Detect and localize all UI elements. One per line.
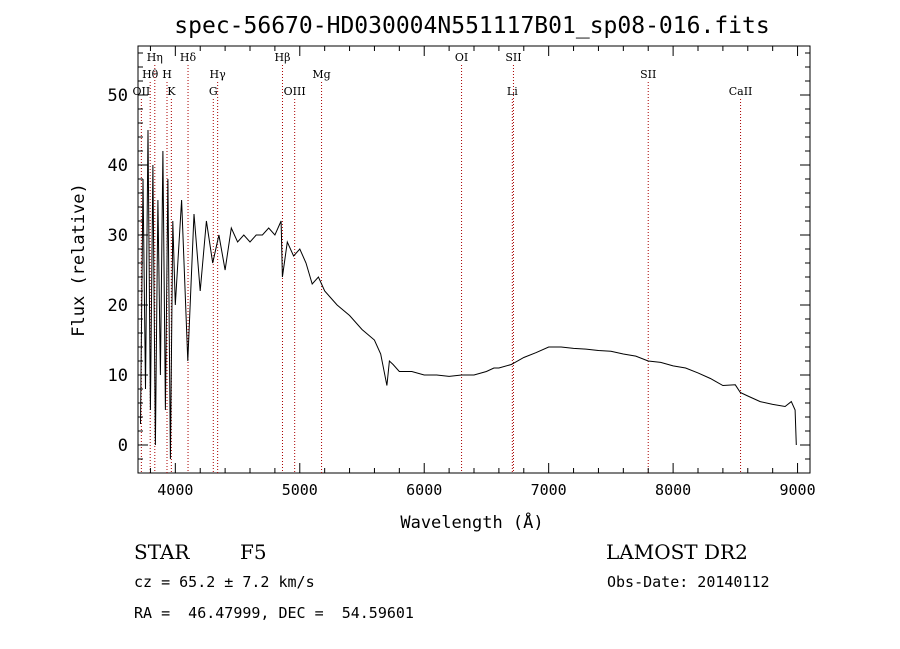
marker-label: SII (505, 51, 521, 64)
x-tick-label: 5000 (282, 481, 318, 499)
marker-label: OI (455, 51, 468, 64)
subclass-label: F5 (240, 540, 267, 564)
survey-label: LAMOST DR2 (606, 540, 748, 564)
spectral-line-markers: OII Hθ Hη HK Hδ Hγ G Hβ OIII Mg OI SII Li SII CaII (133, 51, 753, 473)
marker-label: CaII (729, 85, 753, 98)
marker-label: H (162, 68, 172, 81)
y-tick-label: 10 (108, 366, 128, 386)
plot-frame (137, 45, 811, 474)
marker-label: K (167, 85, 176, 98)
marker-label: Hγ (210, 68, 227, 81)
spectrum-series-line (140, 129, 797, 460)
y-tick-label: 40 (108, 156, 128, 176)
marker-label: OII (133, 85, 151, 98)
marker-label: Mg (312, 68, 330, 81)
redshift-text: cz = 65.2 ± 7.2 km/s (134, 573, 315, 591)
y-tick-label: 30 (108, 226, 128, 246)
y-tick-label: 0 (118, 436, 128, 456)
x-tick-label: 8000 (655, 481, 691, 499)
marker-label: OIII (284, 85, 306, 98)
chart-title: spec-56670-HD030004N551117B01_sp08-016.f… (174, 13, 769, 39)
marker-label: SII (640, 68, 656, 81)
obs-date-text: Obs-Date: 20140112 (607, 573, 770, 591)
coordinates-text: RA = 46.47999, DEC = 54.59601 (134, 604, 414, 622)
marker-label: Li (507, 85, 518, 98)
marker-label: Hβ (275, 51, 291, 64)
marker-label: Hδ (180, 51, 197, 64)
class-label: STAR (134, 540, 190, 564)
marker-label: G (209, 85, 218, 98)
x-tick-label: 7000 (531, 481, 567, 499)
marker-label: Hθ (142, 68, 159, 81)
x-tick-label: 6000 (406, 481, 442, 499)
y-axis-label: Flux (relative) (69, 183, 89, 337)
axes: 4000 5000 6000 7000 8000 9000 0 10 20 30 40 50 (108, 46, 816, 499)
x-tick-label: 9000 (779, 481, 815, 499)
y-tick-label: 50 (108, 86, 128, 106)
marker-label: Hη (147, 51, 163, 64)
x-axis-label: Wavelength (Å) (400, 511, 543, 533)
y-tick-label: 20 (108, 296, 128, 316)
x-tick-label: 4000 (157, 481, 193, 499)
